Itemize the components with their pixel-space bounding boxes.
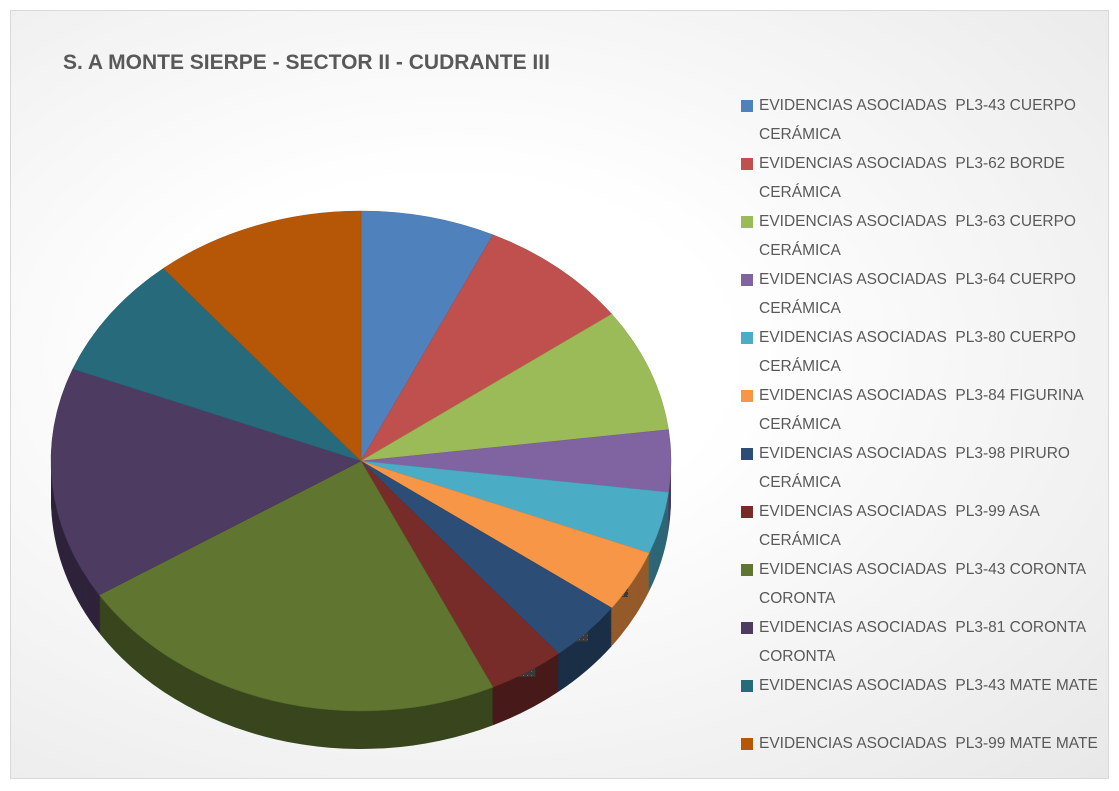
legend-item: EVIDENCIAS ASOCIADAS PL3-99 MATE MATE bbox=[741, 729, 1101, 787]
chart-title: S. A MONTE SIERPE - SECTOR II - CUDRANTE… bbox=[63, 51, 550, 74]
legend-swatch bbox=[741, 564, 753, 576]
legend-swatch bbox=[741, 622, 753, 634]
slice bbox=[163, 210, 362, 462]
slice bbox=[98, 460, 494, 712]
legend-swatch bbox=[741, 274, 753, 286]
legend-swatch bbox=[741, 506, 753, 518]
slice bbox=[72, 268, 362, 462]
legend-swatch bbox=[741, 216, 753, 228]
legend-swatch bbox=[741, 680, 753, 692]
legend-label: EVIDENCIAS ASOCIADAS PL3-99 ASA CERÁMICA bbox=[759, 503, 1044, 549]
slice bbox=[360, 234, 613, 462]
legend-item: EVIDENCIAS ASOCIADAS PL3-43 CORONTA CORO… bbox=[741, 555, 1101, 613]
slice bbox=[360, 210, 494, 462]
slice bbox=[360, 313, 669, 462]
legend-label: EVIDENCIAS ASOCIADAS PL3-99 MATE MATE bbox=[759, 735, 1098, 752]
legend: EVIDENCIAS ASOCIADAS PL3-43 CUERPO CERÁM… bbox=[741, 91, 1101, 787]
pie: 7%8%8%4%4%4%4%4%23%15%8%11% bbox=[50, 210, 672, 749]
legend-label: EVIDENCIAS ASOCIADAS PL3-98 PIRURO CERÁM… bbox=[759, 445, 1075, 491]
legend-label: EVIDENCIAS ASOCIADAS PL3-64 CUERPO CERÁM… bbox=[759, 271, 1081, 317]
legend-label: EVIDENCIAS ASOCIADAS PL3-63 CUERPO CERÁM… bbox=[759, 213, 1081, 259]
legend-swatch bbox=[741, 332, 753, 344]
legend-swatch bbox=[741, 100, 753, 112]
slice bbox=[50, 368, 362, 596]
legend-swatch bbox=[741, 448, 753, 460]
legend-item: EVIDENCIAS ASOCIADAS PL3-64 CUERPO CERÁM… bbox=[741, 265, 1101, 323]
legend-label: EVIDENCIAS ASOCIADAS PL3-80 CUERPO CERÁM… bbox=[759, 329, 1081, 375]
legend-item: EVIDENCIAS ASOCIADAS PL3-62 BORDE CERÁMI… bbox=[741, 149, 1101, 207]
legend-item: EVIDENCIAS ASOCIADAS PL3-43 MATE MATE bbox=[741, 671, 1101, 729]
legend-label: EVIDENCIAS ASOCIADAS PL3-43 MATE MATE bbox=[759, 677, 1098, 694]
legend-item: EVIDENCIAS ASOCIADAS PL3-99 ASA CERÁMICA bbox=[741, 497, 1101, 555]
chart: 7%8%8%4%4%4%4%4%23%15%8%11% S. A MONTE S… bbox=[10, 10, 1109, 779]
legend-swatch bbox=[741, 738, 753, 750]
legend-label: EVIDENCIAS ASOCIADAS PL3-43 CUERPO CERÁM… bbox=[759, 97, 1081, 143]
legend-item: EVIDENCIAS ASOCIADAS PL3-98 PIRURO CERÁM… bbox=[741, 439, 1101, 497]
legend-item: EVIDENCIAS ASOCIADAS PL3-80 CUERPO CERÁM… bbox=[741, 323, 1101, 381]
legend-item: EVIDENCIAS ASOCIADAS PL3-43 CUERPO CERÁM… bbox=[741, 91, 1101, 149]
legend-swatch bbox=[741, 158, 753, 170]
legend-label: EVIDENCIAS ASOCIADAS PL3-62 BORDE CERÁMI… bbox=[759, 155, 1070, 201]
legend-item: EVIDENCIAS ASOCIADAS PL3-84 FIGURINA CER… bbox=[741, 381, 1101, 439]
legend-swatch bbox=[741, 390, 753, 402]
legend-label: EVIDENCIAS ASOCIADAS PL3-81 CORONTA CORO… bbox=[759, 619, 1090, 665]
legend-label: EVIDENCIAS ASOCIADAS PL3-43 CORONTA CORO… bbox=[759, 561, 1090, 607]
legend-label: EVIDENCIAS ASOCIADAS PL3-84 FIGURINA CER… bbox=[759, 387, 1088, 433]
legend-item: EVIDENCIAS ASOCIADAS PL3-81 CORONTA CORO… bbox=[741, 613, 1101, 671]
legend-item: EVIDENCIAS ASOCIADAS PL3-63 CUERPO CERÁM… bbox=[741, 207, 1101, 265]
